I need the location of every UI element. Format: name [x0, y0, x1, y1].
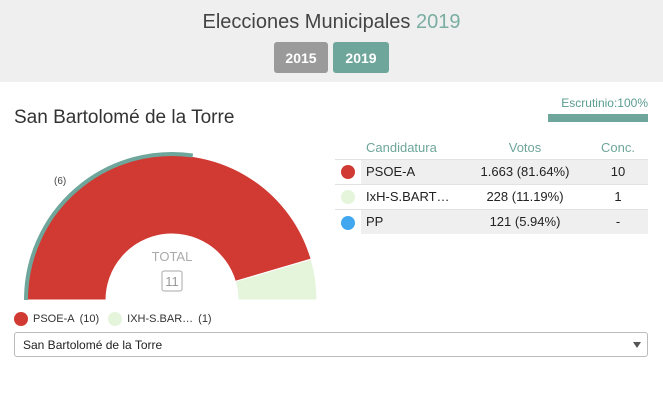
total-value-box — [161, 270, 183, 292]
legend-count: (1) — [198, 313, 212, 325]
party-color-dot — [341, 190, 355, 205]
table-row: PSOE-A 1.663 (81.64%) 10 — [335, 158, 648, 184]
chart-slices — [26, 154, 318, 300]
party-seats: 10 — [588, 158, 648, 184]
majority-label: (6) — [54, 176, 66, 187]
legend-count: (10) — [79, 313, 100, 325]
seats-chart: (6) TOTAL 11 — [0, 130, 330, 300]
header: Elecciones Municipales 2019 2015 2019 — [0, 0, 663, 82]
legend-label: PSOE-A — [33, 313, 75, 325]
legend-color-dot — [108, 312, 123, 326]
legend-color-dot — [14, 312, 28, 326]
year-2015-button[interactable]: 2015 — [274, 42, 328, 73]
chevron-down-icon — [633, 342, 641, 348]
title-text: Elecciones Municipales — [202, 11, 411, 33]
party-seats: 1 — [588, 183, 648, 209]
municipality-select-value: San Bartolomé de la Torre — [23, 338, 163, 352]
table-row: IxH-S.BART… 228 (11.19%) 1 — [335, 183, 648, 209]
party-seats: - — [588, 208, 648, 234]
header-votos: Votos — [508, 140, 542, 156]
results-header-row: Candidatura Votos Conc. — [335, 137, 648, 159]
party-votes: 228 (11.19%) — [462, 183, 588, 209]
party-name: PP — [361, 208, 462, 234]
party-name: IxH-S.BART… — [361, 183, 462, 209]
majority-arc — [24, 152, 194, 300]
total-value: 11 — [165, 274, 179, 289]
municipality-select[interactable]: San Bartolomé de la Torre — [14, 332, 648, 357]
table-row: PP 121 (5.94%) - — [335, 208, 648, 234]
results-table: Candidatura Votos Conc. PSOE-A 1.663 (81… — [335, 137, 648, 234]
year-2019-button[interactable]: 2019 — [333, 42, 389, 73]
total-label: TOTAL — [152, 249, 193, 264]
legend-label: IXH-S.BAR… — [127, 313, 194, 325]
municipality-title: San Bartolomé de la Torre — [14, 107, 235, 128]
party-name: PSOE-A — [361, 158, 462, 184]
header-conc: Conc. — [601, 140, 635, 156]
escrutinio-progress-bar — [548, 114, 648, 122]
legend-item[interactable]: IXH-S.BAR… (1) — [108, 312, 212, 326]
escrutinio-progress-fill — [548, 114, 648, 122]
chart-legend: PSOE-A (10) IXH-S.BAR… (1) — [14, 312, 221, 326]
header-candidatura: Candidatura — [366, 140, 437, 156]
page-title: Elecciones Municipales 2019 — [0, 11, 663, 34]
escrutinio-label: Escrutinio:100% — [561, 96, 648, 110]
party-color-dot — [341, 165, 355, 180]
title-year: 2019 — [415, 11, 461, 33]
party-votes: 121 (5.94%) — [462, 208, 588, 234]
legend-item[interactable]: PSOE-A (10) — [14, 312, 99, 326]
seats-chart-svg: (6) TOTAL 11 — [24, 152, 318, 300]
party-votes: 1.663 (81.64%) — [462, 158, 588, 184]
chart-slice-ixh-s-bar — [234, 258, 318, 300]
party-color-dot — [341, 215, 355, 230]
